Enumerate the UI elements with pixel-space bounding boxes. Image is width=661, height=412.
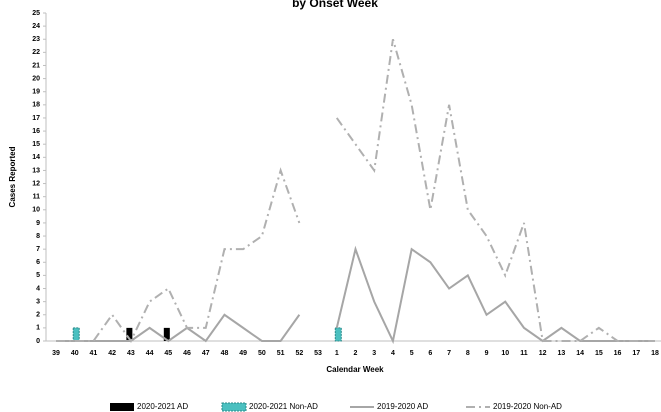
bar [334, 327, 342, 342]
y-tick-label: 20 [32, 75, 40, 82]
y-tick-label: 10 [32, 207, 40, 214]
x-tick-label: 50 [258, 350, 266, 357]
y-tick-label: 13 [32, 167, 40, 174]
y-tick-label: 22 [32, 49, 40, 56]
x-tick-label: 16 [614, 350, 622, 357]
y-tick-label: 21 [32, 62, 40, 69]
y-tick-label: 4 [36, 285, 40, 292]
legend-label: 2020-2021 AD [137, 402, 188, 411]
x-tick-label: 17 [632, 350, 640, 357]
y-tick-label: 8 [36, 233, 40, 240]
line [335, 245, 655, 345]
x-tick-label: 45 [164, 350, 172, 357]
x-tick-label: 14 [576, 350, 584, 357]
x-tick-label: 51 [277, 350, 285, 357]
y-tick-label: 6 [36, 259, 40, 266]
x-tick-label: 12 [539, 350, 547, 357]
y-tick-label: 1 [36, 325, 40, 332]
x-tick-label: 42 [108, 350, 116, 357]
bar [72, 327, 80, 342]
x-tick-label: 48 [221, 350, 229, 357]
y-tick-label: 23 [32, 36, 40, 43]
x-tick-label: 49 [239, 350, 247, 357]
x-tick-label: 10 [501, 350, 509, 357]
x-tick-label: 9 [485, 350, 489, 357]
x-tick-label: 53 [314, 350, 322, 357]
y-tick-label: 19 [32, 89, 40, 96]
x-tick-label: 4 [391, 350, 395, 357]
x-axis-title: Calendar Week [326, 365, 384, 374]
bar [163, 327, 170, 341]
x-tick-label: 13 [558, 350, 566, 357]
x-tick-label: 3 [372, 350, 376, 357]
y-tick-label: 11 [33, 194, 41, 201]
y-tick-label: 2 [36, 312, 40, 319]
x-tick-label: 18 [651, 350, 659, 357]
x-tick-label: 2 [354, 350, 358, 357]
y-tick-label: 17 [32, 115, 40, 122]
x-tick-label: 5 [410, 350, 414, 357]
x-tick-label: 15 [595, 350, 603, 357]
y-tick-label: 5 [36, 272, 40, 279]
x-tick-label: 40 [71, 350, 79, 357]
x-tick-label: 41 [90, 350, 98, 357]
y-tick-label: 12 [32, 180, 40, 187]
x-tick-label: 11 [520, 350, 528, 357]
x-tick-label: 47 [202, 350, 210, 357]
x-tick-label: 39 [52, 350, 60, 357]
legend-label: 2019-2020 Non-AD [493, 402, 562, 411]
bar [126, 327, 133, 341]
chart-title: by Onset Week [292, 0, 378, 10]
y-tick-label: 9 [36, 220, 40, 227]
y-axis-title: Cases Reported [8, 146, 17, 207]
y-tick-label: 3 [36, 298, 40, 305]
legend-swatch [221, 402, 247, 412]
line [56, 167, 301, 343]
y-tick-label: 0 [36, 338, 40, 345]
y-tick-label: 18 [32, 102, 40, 109]
y-tick-label: 25 [32, 10, 40, 17]
x-tick-label: 7 [447, 350, 451, 357]
y-tick-label: 7 [36, 246, 40, 253]
y-tick-label: 14 [32, 154, 40, 161]
legend-swatch [110, 403, 134, 411]
x-tick-label: 44 [146, 350, 154, 357]
x-tick-label: 46 [183, 350, 191, 357]
x-tick-label: 8 [466, 350, 470, 357]
x-tick-label: 6 [428, 350, 432, 357]
line [335, 38, 655, 342]
x-tick-label: 1 [335, 350, 339, 357]
legend-label: 2020-2021 Non-AD [249, 402, 318, 411]
x-tick-label: 43 [127, 350, 135, 357]
y-tick-label: 24 [32, 23, 40, 30]
line [56, 313, 301, 343]
y-tick-label: 16 [32, 128, 40, 135]
x-tick-label: 52 [295, 350, 303, 357]
y-tick-label: 15 [32, 141, 40, 148]
legend-label: 2019-2020 AD [377, 402, 428, 411]
